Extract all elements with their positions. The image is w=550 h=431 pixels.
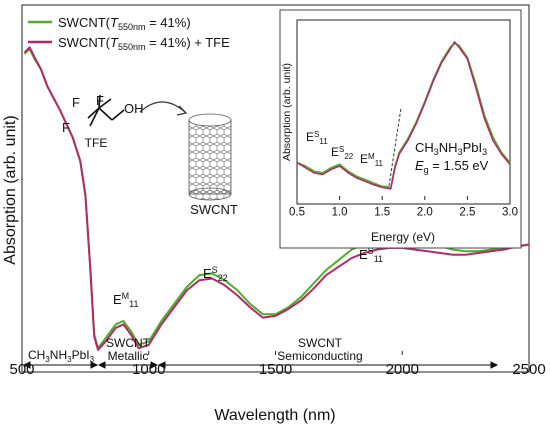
inset-chart: 0.5 1.0 1.5 2.0 2.5 3.0 Energy (eV) Absorptio… (279, 9, 522, 249)
inset-x-tick-label: 3.0 (502, 207, 518, 219)
inset-label-e22s: ES22 (331, 145, 354, 161)
inset-x-tick-label: 2.5 (459, 207, 475, 219)
inset-label-e11m: EM11 (360, 152, 384, 168)
inset-x-ticks: 0.5 1.0 1.5 2.0 2.5 3.0 (289, 196, 518, 219)
tfe-atom-f3: F (62, 120, 70, 135)
inset-x-axis-label: Energy (eV) (371, 230, 435, 244)
label-e22s-main: ES22 (203, 265, 228, 283)
region-label-semiconducting-line2: Semiconducting (277, 349, 362, 363)
region-label-metallic-line2: Metallic (108, 349, 149, 363)
inset-x-tick-label: 1.0 (332, 207, 348, 219)
main-plot-frame (21, 4, 530, 373)
region-label-semiconducting-line1: SWCNT (298, 336, 343, 350)
inset-bandgap-label: Eg = 1.55 eV (415, 158, 489, 175)
main-x-tick-label: 2500 (512, 361, 545, 378)
main-x-tick-label: 2000 (386, 361, 419, 378)
swcnt-tube-drawing (188, 113, 232, 201)
label-e11s-main: ES11 (359, 246, 383, 264)
inset-series-group (296, 41, 511, 190)
inset-x-tick-label: 2.0 (417, 207, 433, 219)
swcnt-label: SWCNT (190, 202, 238, 217)
curved-arrow (139, 101, 186, 113)
main-x-tick-label: 500 (9, 361, 34, 378)
curved-arrow-head (176, 105, 188, 116)
main-series-line-1 (23, 46, 530, 351)
tfe-label: TFE (85, 136, 108, 150)
legend: SWCNT(T550nm = 41%) SWCNT(T550nm = 41%) … (28, 15, 230, 52)
tfe-atom-oh: OH (124, 101, 144, 116)
main-x-axis-label: Wavelength (nm) (214, 407, 335, 424)
inset-bandgap-dashed-line (388, 107, 402, 187)
inset-x-tick-label: 0.5 (289, 207, 305, 219)
region-arrows (22, 361, 499, 369)
tfe-atom-f1: F (72, 95, 80, 110)
tfe-molecule-drawing (87, 94, 125, 127)
inset-compound-label: CH3NH3PbI3 (415, 140, 487, 157)
main-y-axis-label: Absorption (arb. unit) (2, 115, 19, 264)
inset-y-axis-label: Absorption (arb. unit) (281, 63, 293, 161)
inset-x-tick-label: 1.5 (374, 207, 390, 219)
legend-label-swcnt-tfe: SWCNT(T550nm = 41%) + TFE (58, 35, 230, 52)
legend-label-swcnt: SWCNT(T550nm = 41%) (58, 15, 191, 32)
main-x-tick-label: 1500 (259, 361, 292, 378)
inset-series-line-1 (296, 41, 511, 190)
inset-plot-frame (296, 19, 511, 205)
main-x-tick-label: 1000 (132, 361, 165, 378)
inset-label-e11s: ES11 (306, 130, 328, 146)
inset-background (279, 9, 522, 249)
region-label-metallic-line1: SWCNT (106, 336, 151, 350)
tfe-atom-f2: F (96, 93, 104, 108)
region-label-perovskite: CH3NH3PbI3 (28, 348, 95, 364)
label-e11m-main: EM11 (113, 291, 139, 309)
